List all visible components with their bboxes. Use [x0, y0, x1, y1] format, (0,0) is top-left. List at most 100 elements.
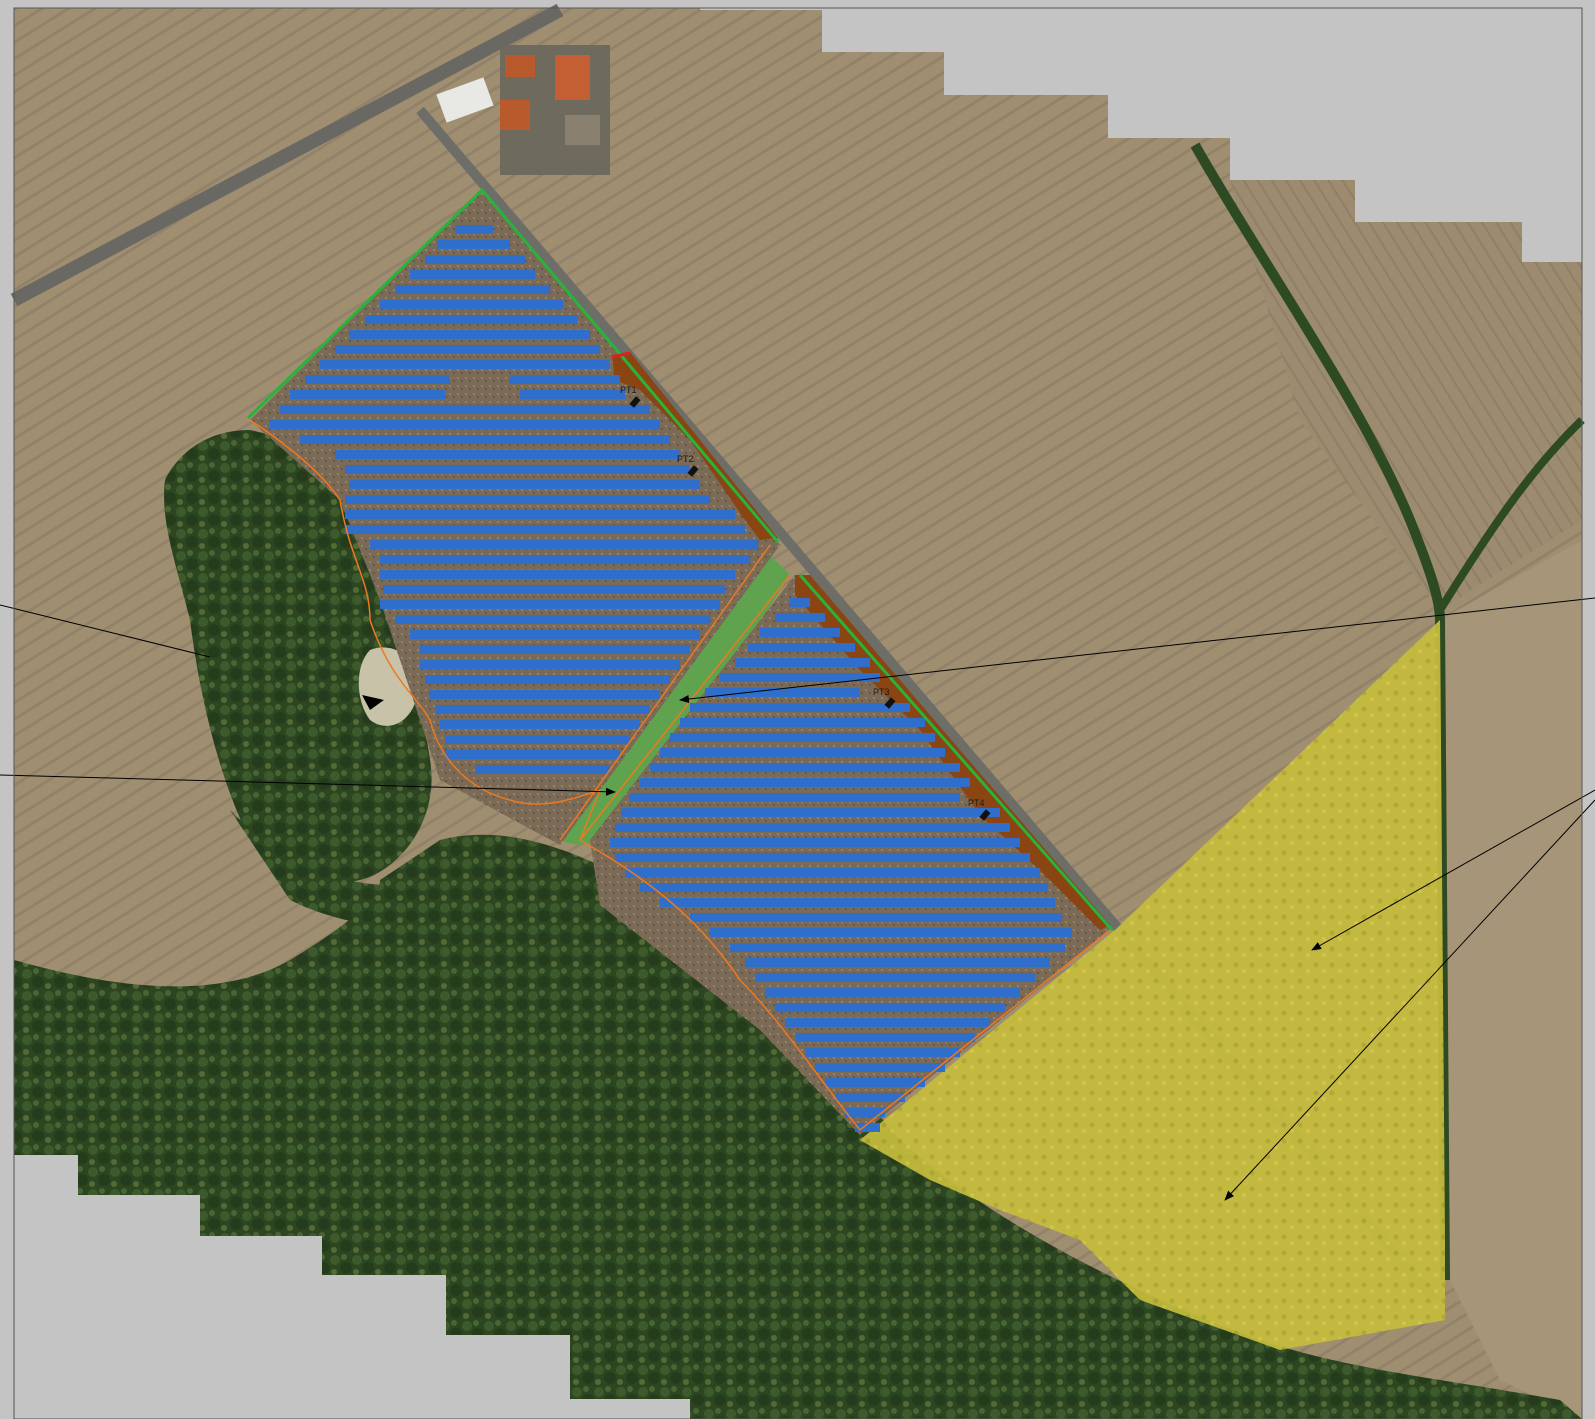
solar-panel-row	[680, 718, 925, 727]
hedge-row-northeast	[1436, 417, 1585, 613]
solar-panel-row	[475, 765, 610, 774]
svg-text:PT3: PT3	[873, 687, 890, 697]
access-track-south	[795, 575, 1110, 930]
solar-panel-row	[455, 225, 493, 234]
svg-text:PT1: PT1	[620, 385, 637, 395]
substation-pt2: PT2	[677, 454, 699, 477]
leader-line-grass	[679, 597, 1595, 703]
solar-panel-row	[365, 315, 578, 324]
solar-panel-row	[835, 1093, 905, 1102]
substation-pt4: PT4	[968, 798, 991, 821]
solar-panel-row	[370, 540, 758, 549]
solar-panel-row	[760, 628, 840, 637]
solar-panel-row	[640, 778, 970, 787]
solar-panel-row	[383, 585, 725, 594]
leader-line-strip	[0, 774, 616, 796]
compensation-area	[860, 620, 1445, 1350]
solar-panel-row	[270, 420, 660, 429]
forest-patch-west	[164, 430, 432, 883]
solar-panel-row	[300, 435, 670, 444]
solar-panel-row	[745, 958, 1050, 967]
solar-panel-row	[345, 525, 745, 534]
solar-panel-row	[430, 690, 660, 699]
solar-panel-row	[445, 750, 620, 759]
field-east	[1230, 180, 1582, 610]
solar-panel-row	[380, 300, 563, 309]
solar-panel-row	[825, 1078, 925, 1087]
forest-strip	[230, 810, 680, 960]
solar-panel-row	[805, 1048, 960, 1057]
solar-panel-row	[735, 658, 870, 667]
transformer-marker-icon	[687, 465, 699, 477]
fence-gate-marker	[611, 351, 631, 359]
solar-panel-row	[420, 660, 680, 669]
solar-panel-row	[765, 988, 1020, 997]
leader-arrowhead-icon	[362, 695, 384, 710]
solar-panel-row	[650, 763, 960, 772]
solar-panel-row	[660, 748, 945, 757]
solar-panel-row	[335, 450, 680, 459]
solar-panel-row	[410, 270, 535, 279]
solar-panel-row	[690, 913, 1062, 922]
solar-panel-row	[640, 883, 1048, 892]
substation-pt1: PT1	[620, 385, 641, 408]
solar-array-south	[610, 598, 1072, 1132]
farmstead	[436, 45, 610, 175]
solar-panel-row	[410, 630, 700, 639]
solar-panel-row	[440, 720, 640, 729]
solar-panel-row	[785, 1018, 990, 1027]
leader-line-forest	[0, 604, 211, 658]
solar-panel-row	[380, 600, 720, 609]
transformer-marker-icon	[629, 396, 641, 408]
solar-panel-row	[305, 375, 450, 384]
solar-panel-row	[855, 1123, 880, 1132]
solar-panel-row	[350, 330, 590, 339]
solar-panel-row	[670, 733, 935, 742]
forest	[14, 834, 1582, 1419]
solar-panel-row	[420, 645, 690, 654]
solar-panel-row	[345, 495, 710, 504]
solar-panel-row	[345, 510, 735, 519]
solar-panel-row	[615, 823, 1010, 832]
solar-panel-row	[395, 615, 710, 624]
solar-panel-row	[425, 675, 670, 684]
solar-panel-row	[748, 643, 855, 652]
hedge-row-east	[1190, 142, 1445, 621]
substation-pt3: PT3	[873, 687, 896, 709]
fence-north	[246, 187, 780, 543]
solar-panel-row	[290, 390, 445, 399]
solar-panel-row	[320, 360, 610, 369]
solar-panel-row	[435, 705, 650, 714]
solar-panel-row	[775, 613, 825, 622]
solar-panel-row	[395, 285, 550, 294]
solar-panel-row	[690, 703, 910, 712]
solar-panel-row	[520, 390, 625, 399]
solar-panel-row	[845, 1108, 885, 1117]
solar-panel-row	[510, 375, 620, 384]
solar-panel-row	[622, 808, 1000, 817]
solar-panel-row	[280, 405, 650, 414]
solar-panel-row	[610, 838, 1020, 847]
solar-panel-row	[425, 255, 525, 264]
solar-panel-row	[345, 465, 690, 474]
svg-text:PT4: PT4	[968, 798, 985, 808]
site-boundary	[249, 419, 1111, 1132]
solar-panel-row	[795, 1033, 975, 1042]
transformer-marker-icon	[979, 809, 991, 821]
solar-panel-row	[710, 928, 1072, 937]
solar-panel-row	[625, 868, 1040, 877]
solar-panel-row	[380, 555, 750, 564]
boundary-line-south	[579, 574, 791, 841]
solar-panel-row	[437, 240, 510, 249]
solar-panel-row	[445, 735, 630, 744]
solar-panel-row	[775, 1003, 1005, 1012]
boundary-line-north	[559, 544, 771, 841]
solar-panel-row	[630, 793, 960, 802]
road-north	[10, 3, 564, 307]
solar-array-north	[270, 225, 758, 774]
solar-panel-row	[790, 598, 810, 607]
solar-panel-row	[720, 673, 880, 682]
leader-line-compensation-b	[1224, 799, 1595, 1201]
transformer-marker-icon	[884, 697, 896, 709]
